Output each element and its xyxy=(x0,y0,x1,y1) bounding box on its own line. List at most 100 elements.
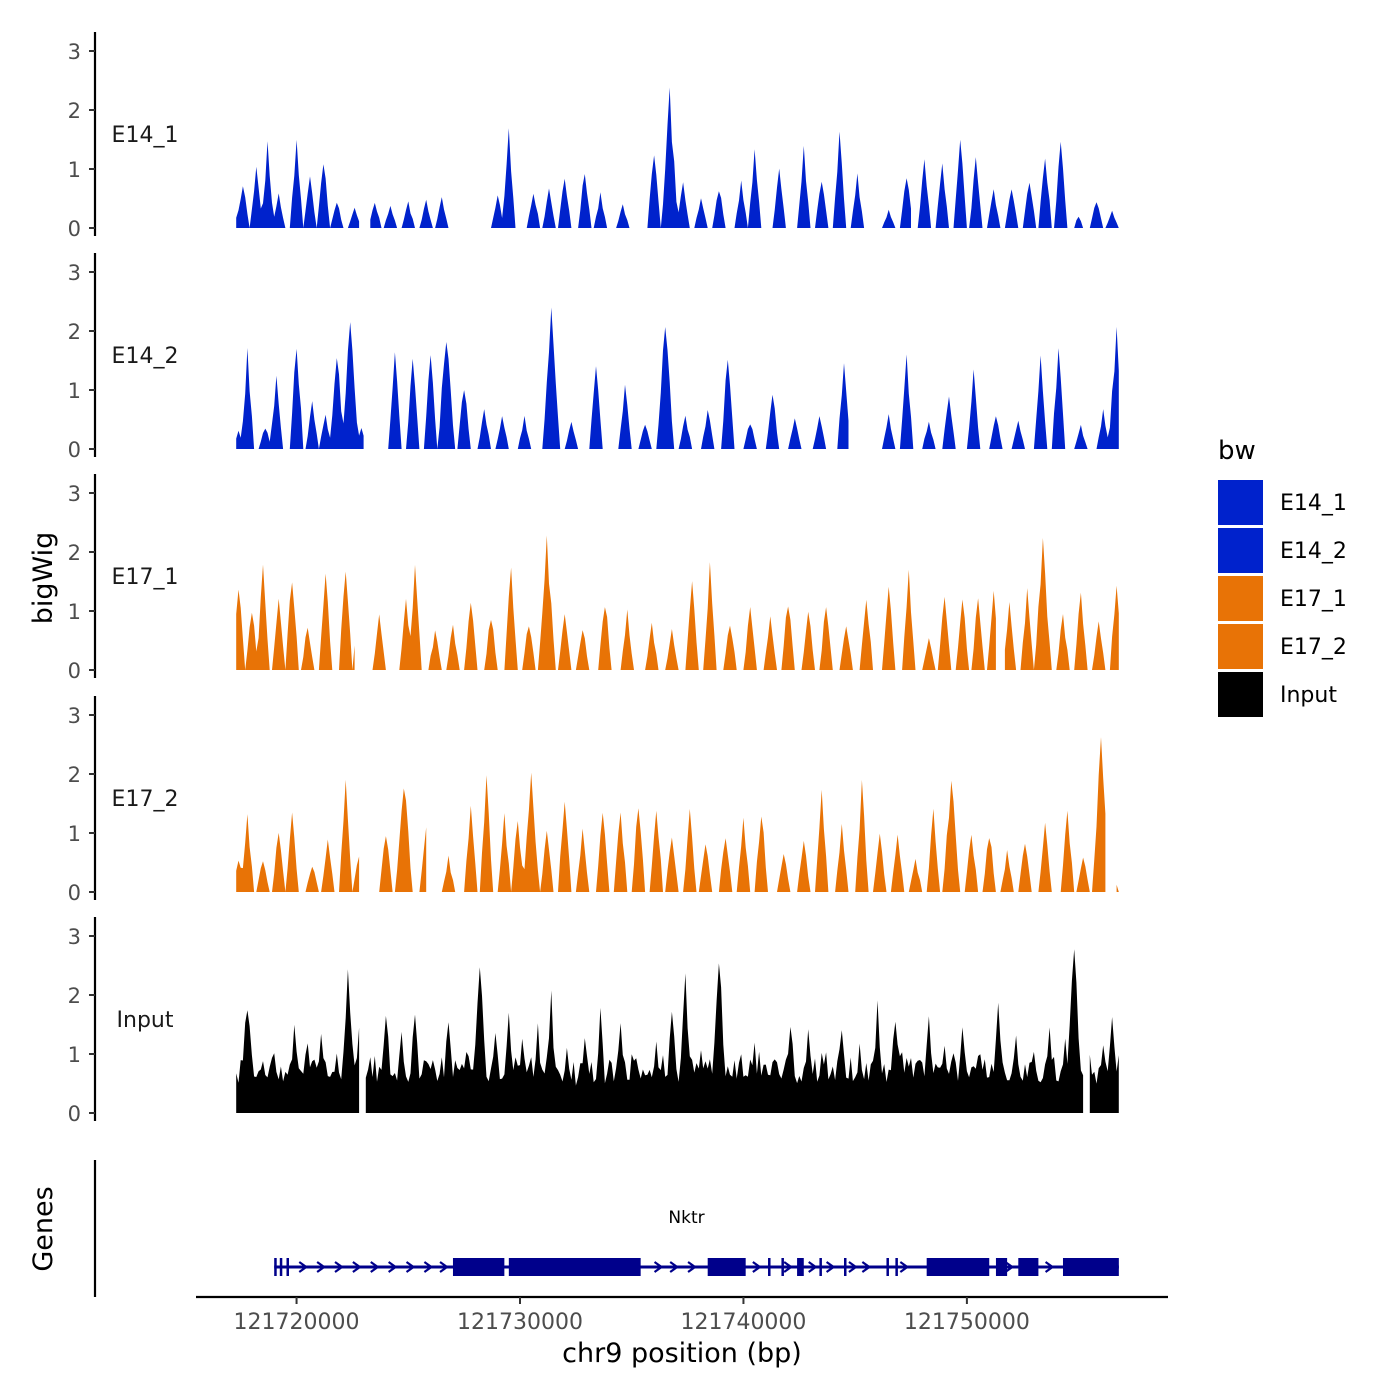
gene-exon xyxy=(926,1258,990,1276)
legend-label: E17_1 xyxy=(1280,587,1347,612)
track-label: E17_2 xyxy=(112,787,179,812)
coverage-area xyxy=(1116,884,1119,892)
legend-label: E14_1 xyxy=(1280,491,1347,516)
track-label: E17_1 xyxy=(112,565,179,590)
gene-exon xyxy=(707,1258,746,1276)
legend-swatch xyxy=(1218,480,1263,525)
strand-arrow xyxy=(825,1261,836,1273)
coverage-area xyxy=(882,178,911,228)
track-E17_2: 0 1 2 3 E17_2 xyxy=(68,696,1119,905)
y-tick-label: 2 xyxy=(68,320,81,344)
gene-exon xyxy=(895,1258,898,1276)
gene-exon xyxy=(886,1258,889,1276)
coverage-area xyxy=(365,949,1084,1113)
y-tick-label: 1 xyxy=(68,379,81,403)
coverage-area xyxy=(236,779,360,892)
genes-panel: Nktr xyxy=(93,1160,1119,1297)
coverage-area xyxy=(236,139,360,228)
y-tick-label: 1 xyxy=(68,1043,81,1067)
coverage-area xyxy=(372,535,996,670)
legend-title: bw xyxy=(1218,436,1256,466)
strand-arrow xyxy=(653,1261,664,1273)
strand-arrow xyxy=(861,1261,872,1273)
gene-exon xyxy=(995,1258,1008,1276)
strand-arrow xyxy=(352,1261,362,1273)
gene-exon xyxy=(768,1258,771,1276)
gene-exon xyxy=(274,1258,277,1276)
legend-swatch xyxy=(1218,672,1263,717)
track-label: E14_1 xyxy=(112,123,179,148)
gene-name-label: Nktr xyxy=(668,1208,704,1228)
x-axis: 121720000 121730000 121740000 121750000 xyxy=(196,1295,1168,1335)
legend-label: E17_2 xyxy=(1280,635,1347,660)
coverage-area xyxy=(383,307,849,449)
y-tick-label: 1 xyxy=(68,822,81,846)
track-label: E14_2 xyxy=(112,344,179,369)
y-tick-label: 0 xyxy=(68,217,81,241)
strand-arrow xyxy=(783,1261,794,1273)
gene-exon xyxy=(819,1258,822,1276)
legend-swatch xyxy=(1218,624,1263,669)
y-tick-label: 3 xyxy=(68,40,81,64)
strand-arrow xyxy=(669,1261,680,1273)
coverage-area xyxy=(236,322,364,449)
coverage-area xyxy=(917,139,1119,228)
track-E14_2: 0 1 2 3 E14_2 xyxy=(68,253,1119,462)
x-tick-label: 121740000 xyxy=(680,1310,806,1335)
y-tick-label: 1 xyxy=(68,158,81,182)
coverage-area xyxy=(370,197,451,228)
legend-swatch xyxy=(1218,528,1263,573)
coverage-area xyxy=(236,969,360,1113)
strand-arrow xyxy=(1004,1261,1015,1273)
coverage-area xyxy=(379,788,427,892)
y-tick-label: 2 xyxy=(68,763,81,787)
strand-arrow xyxy=(752,1261,762,1273)
genes-panel-title: Genes xyxy=(28,1186,59,1271)
track-E17_1: 0 1 2 3 E17_1 xyxy=(68,474,1119,683)
strand-arrow xyxy=(687,1261,697,1273)
x-tick-label: 121720000 xyxy=(234,1310,360,1335)
strand-arrow xyxy=(423,1261,434,1273)
strand-arrow xyxy=(439,1261,449,1273)
legend: bw E14_1 E14_2 E17_1 E17_2 Input xyxy=(1218,436,1347,717)
gene-exon xyxy=(452,1258,505,1276)
y-tick-label: 3 xyxy=(68,704,81,728)
y-tick-label: 2 xyxy=(68,541,81,565)
strand-arrow xyxy=(899,1261,910,1273)
x-tick-label: 121730000 xyxy=(457,1310,583,1335)
strand-arrow xyxy=(387,1261,398,1273)
strand-arrow xyxy=(316,1261,327,1273)
coverage-area xyxy=(488,87,869,228)
coverage-area xyxy=(875,326,1119,449)
gene-exon xyxy=(1062,1258,1119,1276)
coverage-area xyxy=(1004,538,1119,670)
strand-arrow xyxy=(405,1261,416,1273)
gene-Nktr: Nktr xyxy=(274,1208,1119,1276)
legend-label: E14_2 xyxy=(1280,539,1347,564)
y-tick-label: 0 xyxy=(68,659,81,683)
x-tick-label: 121750000 xyxy=(904,1310,1030,1335)
y-tick-label: 0 xyxy=(68,438,81,462)
gene-exon xyxy=(781,1258,784,1276)
coverage-area xyxy=(1089,1017,1119,1113)
strand-arrow xyxy=(808,1261,818,1273)
gene-exon xyxy=(844,1258,847,1276)
y-tick-label: 3 xyxy=(68,261,81,285)
y-axis-title: bigWig xyxy=(28,532,59,625)
track-E14_1: 0 1 2 3 E14_1 xyxy=(68,32,1119,241)
coverage-area xyxy=(236,564,355,670)
strand-arrow xyxy=(334,1261,344,1273)
legend-swatch xyxy=(1218,576,1263,621)
y-tick-label: 2 xyxy=(68,984,81,1008)
coverage-area xyxy=(437,737,1106,892)
strand-arrow xyxy=(1044,1261,1055,1273)
gene-exon xyxy=(279,1258,283,1276)
y-tick-label: 1 xyxy=(68,600,81,624)
track-Input: 0 1 2 3 Input xyxy=(68,917,1119,1126)
track-label: Input xyxy=(117,1008,174,1033)
strand-arrow xyxy=(848,1261,858,1273)
gene-exon xyxy=(286,1258,289,1276)
y-tick-label: 0 xyxy=(68,881,81,905)
y-tick-label: 3 xyxy=(68,925,81,949)
